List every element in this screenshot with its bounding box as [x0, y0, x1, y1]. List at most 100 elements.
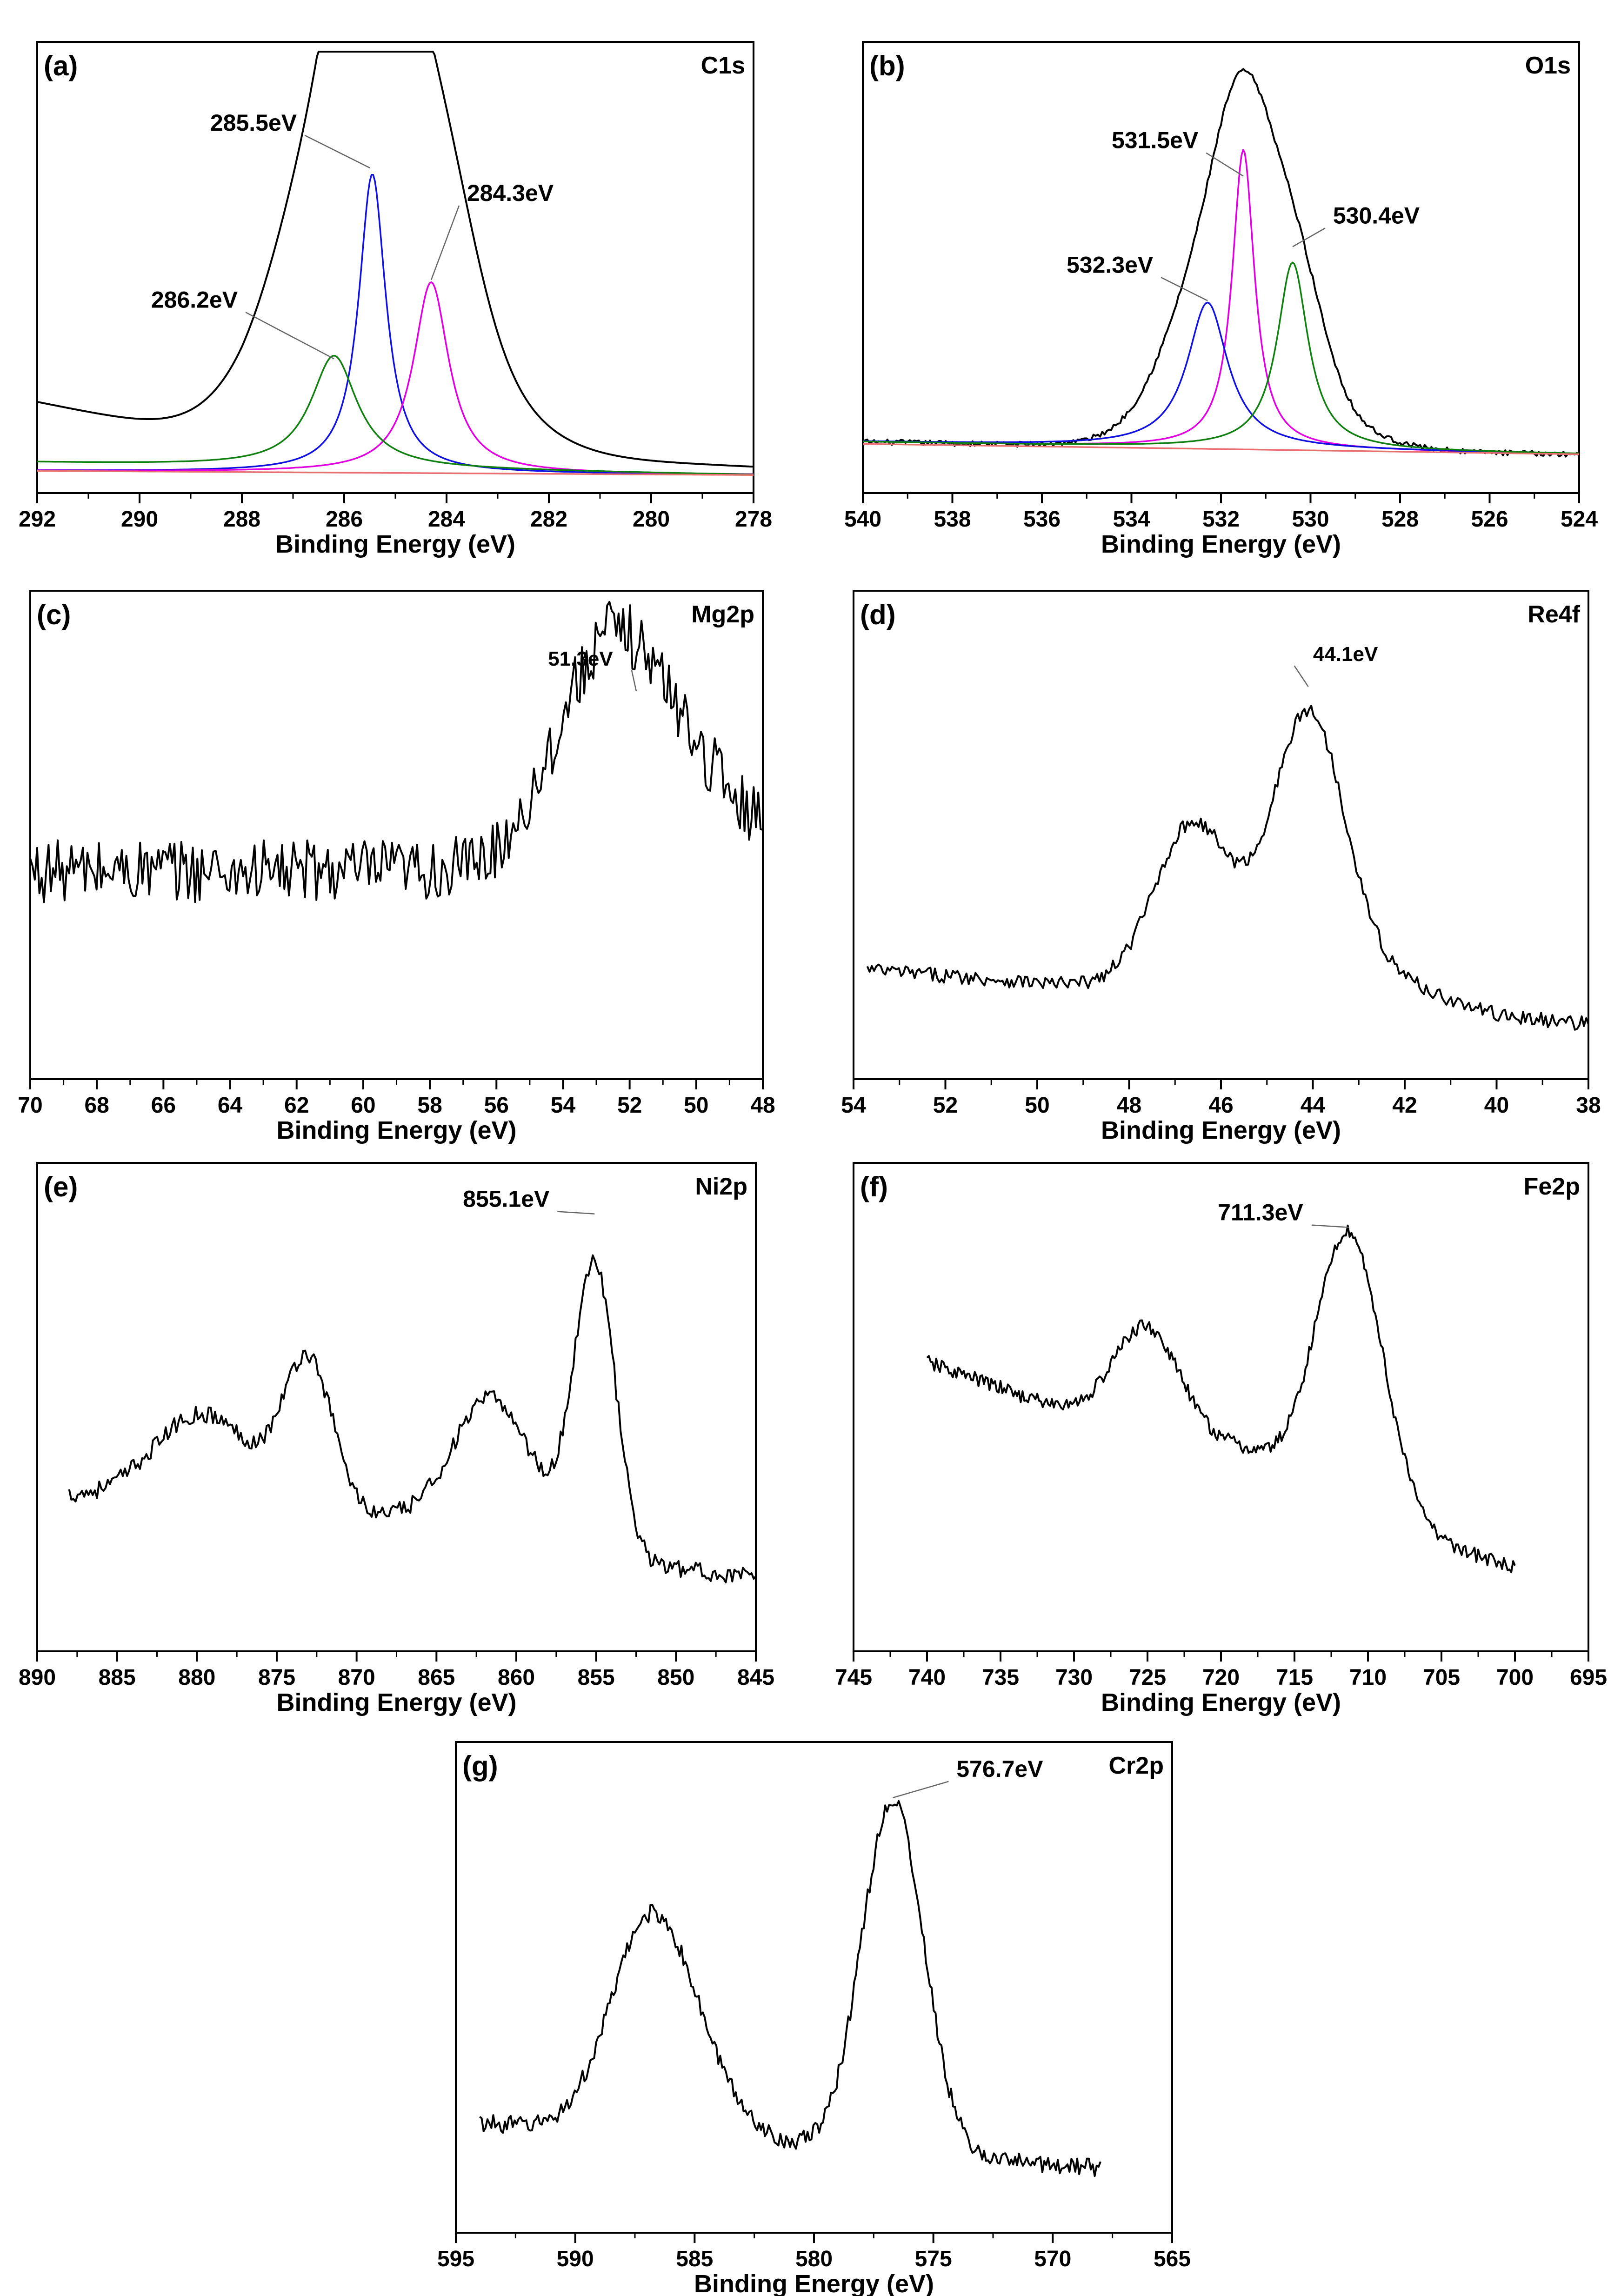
- x-tick-label: 46: [1208, 1093, 1233, 1118]
- peak-annotation: 576.7eV: [956, 1756, 1043, 1782]
- panel-label: (a): [44, 50, 78, 81]
- element-title: Mg2p: [691, 601, 754, 628]
- panel-label: (b): [869, 50, 905, 81]
- x-tick-label: 715: [1276, 1665, 1313, 1690]
- x-tick-label: 292: [19, 507, 56, 532]
- x-tick-label: 44: [1301, 1093, 1326, 1118]
- series-line: [862, 301, 1580, 454]
- annotation-leader: [557, 1211, 595, 1215]
- x-tick-label: 720: [1202, 1665, 1240, 1690]
- x-tick-label: 288: [223, 507, 260, 532]
- x-tick-label: 875: [258, 1665, 295, 1690]
- series-line: [866, 705, 1589, 1031]
- x-tick-label: 282: [530, 507, 567, 532]
- peak-annotation: 532.3eV: [1067, 252, 1154, 278]
- annotation-leader: [893, 1781, 949, 1799]
- x-tick-label: 536: [1023, 507, 1061, 532]
- x-tick-label: 284: [428, 507, 465, 532]
- x-tick-label: 565: [1154, 2247, 1191, 2271]
- series-line: [862, 68, 1580, 458]
- element-title: Fe2p: [1524, 1173, 1580, 1200]
- x-tick-label: 590: [557, 2247, 594, 2271]
- series-line: [862, 261, 1580, 454]
- panel-a: 292 290 288 286 284 282 280 278 Binding Energy (…: [19, 41, 772, 558]
- x-tick-label: 735: [982, 1665, 1019, 1690]
- peak-annotation: 44.1eV: [1313, 643, 1378, 666]
- series-line: [479, 1800, 1101, 2177]
- x-axis-label: Binding Energy (eV): [275, 530, 515, 558]
- series-line: [37, 470, 754, 476]
- annotation-leader: [1311, 1224, 1349, 1228]
- element-title: Ni2p: [695, 1173, 747, 1200]
- annotation-leader: [1294, 665, 1309, 687]
- x-tick-label: 585: [676, 2247, 713, 2271]
- x-tick-label: 540: [844, 507, 881, 532]
- x-tick-label: 710: [1349, 1665, 1387, 1690]
- peak-annotation: 855.1eV: [463, 1186, 550, 1212]
- x-tick-label: 56: [484, 1093, 509, 1118]
- panel-d: 54 52 50 48 46 44 42 40 38 Binding Energy (eV) (d)…: [841, 590, 1601, 1144]
- peak-annotation: 285.5eV: [210, 110, 297, 136]
- x-axis-label: Binding Energy (eV): [1101, 530, 1341, 558]
- x-tick-label: 42: [1392, 1093, 1417, 1118]
- x-tick-label: 54: [841, 1093, 866, 1118]
- x-tick-label: 870: [338, 1665, 375, 1690]
- x-tick-label: 530: [1292, 507, 1329, 532]
- peak-annotation: 530.4eV: [1333, 202, 1420, 228]
- x-tick-label: 700: [1496, 1665, 1534, 1690]
- series-line: [29, 601, 763, 903]
- x-axis-label: Binding Energy (eV): [276, 1689, 516, 1716]
- x-tick-label: 58: [417, 1093, 442, 1118]
- annotation-leader: [245, 312, 334, 360]
- element-title: C1s: [701, 52, 745, 79]
- x-tick-label: 575: [915, 2247, 952, 2271]
- x-axis-label: Binding Energy (eV): [1101, 1689, 1341, 1716]
- x-tick-label: 52: [933, 1093, 958, 1118]
- x-tick-label: 745: [835, 1665, 872, 1690]
- annotation-leader: [1206, 152, 1244, 177]
- x-tick-label: 60: [351, 1093, 375, 1118]
- x-axis-label: Binding Energy (eV): [276, 1116, 516, 1144]
- x-tick-label: 54: [551, 1093, 576, 1118]
- series-line: [863, 443, 1580, 455]
- x-tick-label: 38: [1576, 1093, 1601, 1118]
- x-tick-label: 66: [151, 1093, 176, 1118]
- element-title: Re4f: [1528, 601, 1580, 628]
- plot-frame: [36, 1162, 757, 1652]
- x-tick-label: 62: [284, 1093, 309, 1118]
- x-tick-label: 855: [578, 1665, 615, 1690]
- annotation-leader: [1161, 277, 1208, 301]
- panel-c: 70 68 66 64 62 60 58 56 54 52 50 48 Binding Energy (…: [18, 590, 775, 1144]
- x-tick-label: 524: [1561, 507, 1598, 532]
- x-axis-label: Binding Energy (eV): [694, 2270, 934, 2296]
- x-tick-label: 528: [1381, 507, 1419, 532]
- panel-g: 595 590 585 580 575 570 565 Binding Energy (eV)…: [437, 1741, 1191, 2296]
- x-tick-label: 48: [1117, 1093, 1141, 1118]
- x-tick-label: 50: [1025, 1093, 1049, 1118]
- x-tick-label: 845: [737, 1665, 774, 1690]
- x-tick-label: 64: [218, 1093, 243, 1118]
- x-tick-label: 595: [437, 2247, 474, 2271]
- panel-label: (c): [37, 599, 71, 630]
- x-tick-label: 280: [633, 507, 670, 532]
- panel-label: (e): [44, 1171, 78, 1202]
- element-title: O1s: [1525, 52, 1571, 79]
- x-tick-label: 740: [908, 1665, 946, 1690]
- x-tick-label: 730: [1055, 1665, 1093, 1690]
- x-tick-label: 68: [84, 1093, 109, 1118]
- x-tick-label: 705: [1423, 1665, 1460, 1690]
- annotation-leader: [1292, 227, 1326, 247]
- peak-annotation: 531.5eV: [1112, 127, 1199, 154]
- series-line: [37, 281, 754, 475]
- x-tick-label: 286: [326, 507, 363, 532]
- plot-frame: [455, 1741, 1173, 2234]
- annotation-leader: [304, 134, 370, 168]
- annotation-leader: [430, 205, 460, 280]
- x-tick-label: 278: [735, 507, 772, 532]
- series-line: [37, 174, 754, 475]
- panel-label: (g): [462, 1750, 498, 1782]
- x-tick-label: 290: [121, 507, 158, 532]
- x-tick-label: 850: [657, 1665, 694, 1690]
- peak-annotation: 284.3eV: [467, 180, 554, 206]
